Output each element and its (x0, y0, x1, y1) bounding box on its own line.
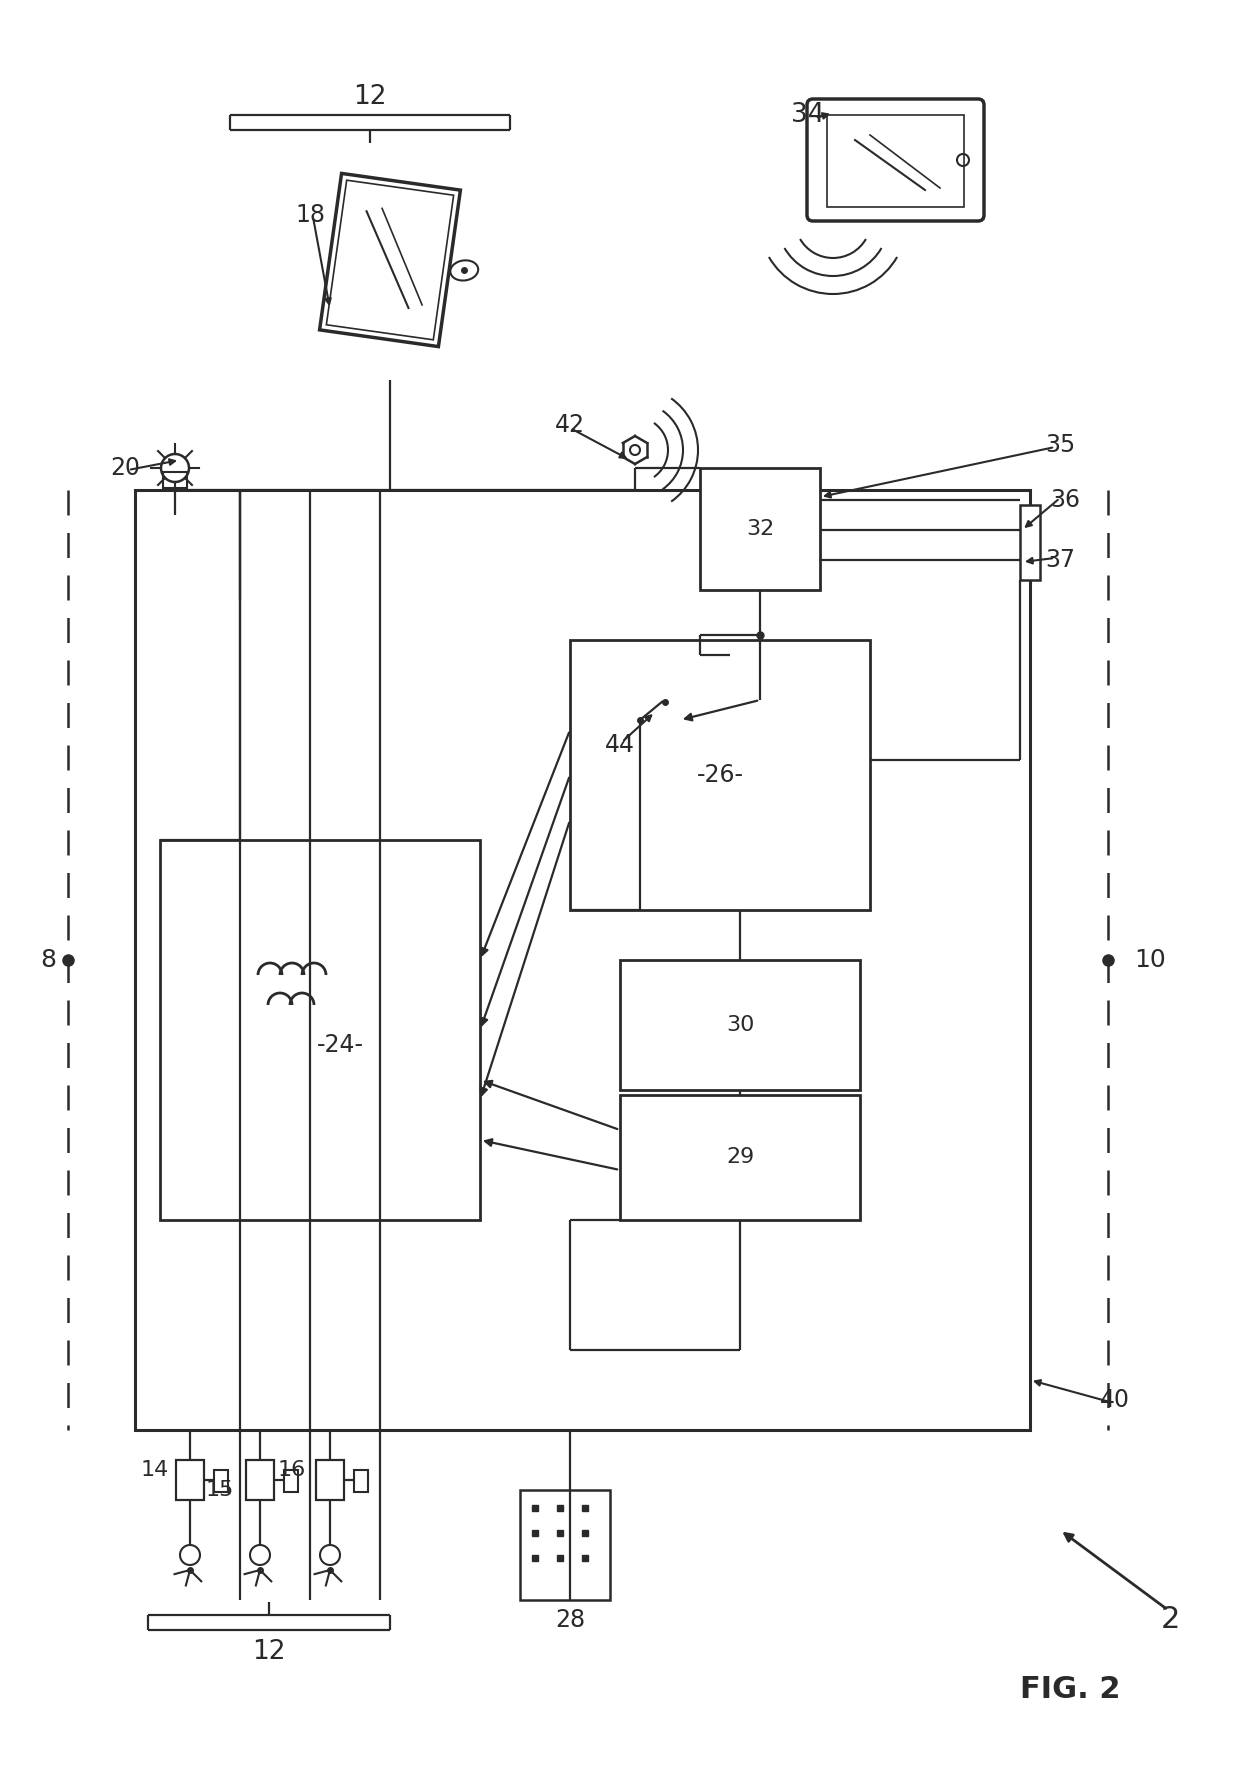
Text: 36: 36 (1050, 488, 1080, 512)
Text: 2: 2 (1161, 1606, 1179, 1634)
Text: -24-: -24- (316, 1034, 363, 1057)
Bar (620, 959, 861, 1090)
Bar (570, 640, 870, 910)
Bar (160, 839, 480, 1219)
Text: 32: 32 (746, 519, 774, 539)
Ellipse shape (450, 260, 479, 281)
Text: 12: 12 (353, 85, 387, 110)
Text: 44: 44 (605, 733, 635, 756)
Text: 18: 18 (295, 203, 325, 226)
Text: 16: 16 (278, 1460, 306, 1481)
Text: 42: 42 (556, 413, 585, 436)
Bar (827, 115, 963, 207)
Bar (135, 489, 1030, 1430)
Text: 40: 40 (1100, 1389, 1130, 1412)
Bar (284, 1470, 298, 1491)
Bar (176, 1460, 205, 1500)
Text: 12: 12 (252, 1640, 285, 1665)
Bar (162, 472, 187, 488)
Bar (701, 468, 820, 590)
Bar (620, 1096, 861, 1219)
FancyBboxPatch shape (807, 99, 985, 221)
Text: -26-: -26- (697, 763, 744, 786)
Bar (246, 1460, 274, 1500)
Text: 29: 29 (725, 1147, 754, 1166)
Text: 28: 28 (556, 1608, 585, 1633)
Text: 10: 10 (1135, 949, 1166, 972)
Bar (320, 173, 460, 346)
Bar (326, 180, 454, 339)
Text: 35: 35 (1045, 433, 1075, 458)
Bar (520, 1490, 610, 1599)
Text: FIG. 2: FIG. 2 (1019, 1675, 1120, 1705)
Text: 30: 30 (725, 1014, 754, 1035)
Text: 37: 37 (1045, 548, 1075, 573)
Bar (316, 1460, 343, 1500)
Bar (1021, 505, 1040, 580)
Bar (215, 1470, 228, 1491)
Text: 14: 14 (141, 1460, 169, 1481)
Text: 8: 8 (40, 949, 56, 972)
Text: 15: 15 (206, 1481, 234, 1500)
Text: 34: 34 (791, 102, 825, 127)
Text: 20: 20 (110, 456, 140, 481)
Bar (353, 1470, 368, 1491)
